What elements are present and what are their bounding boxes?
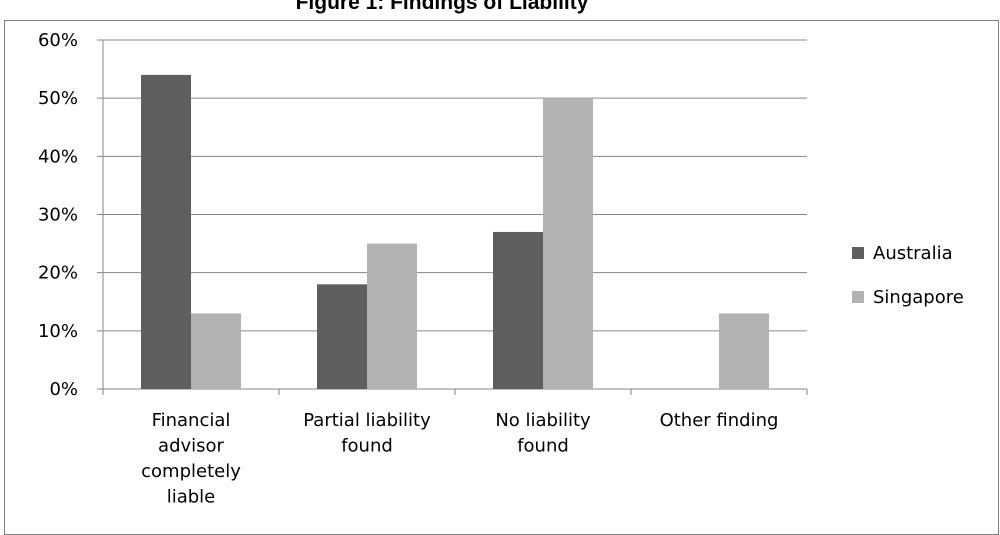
bar-australia <box>141 74 191 390</box>
y-tick-label: 0% <box>49 379 78 400</box>
y-tick-label: 30% <box>38 205 78 226</box>
x-category-label: Other finding <box>660 410 779 431</box>
bar-singapore <box>543 98 593 390</box>
bar-singapore <box>367 243 417 389</box>
bar-australia <box>317 284 367 389</box>
legend-label-singapore: Singapore <box>873 287 964 308</box>
chart-title: Figure 1: Findings of Liability <box>295 0 589 14</box>
legend-swatch-australia <box>852 247 864 259</box>
bar-singapore <box>719 313 769 389</box>
x-category-label: Partial liability found <box>303 410 431 457</box>
y-tick-label: 60% <box>38 30 78 51</box>
bar-singapore <box>191 313 241 389</box>
y-tick-label: 10% <box>38 321 78 342</box>
y-tick-label: 20% <box>38 263 78 284</box>
y-tick-label: 40% <box>38 146 78 167</box>
x-category-label: Financial advisor completely liable <box>141 410 241 508</box>
y-tick-label: 50% <box>38 88 78 109</box>
bar-australia <box>493 231 543 389</box>
legend-label-australia: Australia <box>873 243 953 264</box>
x-category-label: No liability found <box>495 410 591 457</box>
legend-swatch-singapore <box>852 291 864 303</box>
